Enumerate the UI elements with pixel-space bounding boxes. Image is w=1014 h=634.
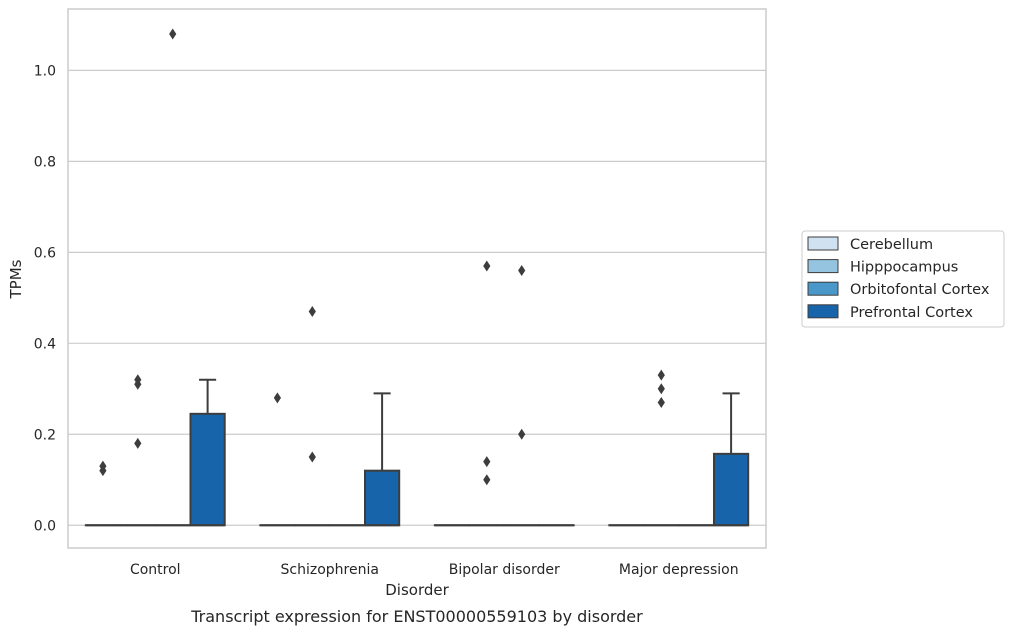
outlier-point: [518, 265, 526, 277]
outlier-point: [518, 428, 526, 440]
y-tick-label: 0.4: [34, 336, 56, 352]
outlier-point: [483, 474, 491, 486]
outlier-point: [308, 451, 316, 463]
outlier-point: [134, 437, 142, 449]
legend: Cerebellum Hipppocampus Orbitofontal Corte…: [801, 230, 1005, 328]
x-tick-label: Bipolar disorder: [449, 562, 560, 578]
outlier-point: [134, 378, 142, 390]
x-tick-label: Major depression: [619, 562, 739, 578]
legend-label: Hipppocampus: [850, 260, 958, 276]
outlier-point: [169, 28, 177, 40]
x-tick-label: Schizophrenia: [281, 562, 379, 578]
legend-swatch: [807, 236, 839, 251]
outlier-point: [99, 465, 107, 477]
box-prefrontal-cortex: [712, 392, 750, 527]
x-tick-labels: Control Schizophrenia Bipolar disorder Majo…: [130, 562, 739, 578]
y-tick-label: 0.6: [34, 245, 56, 261]
figure-caption: Transcript expression for ENST0000055910…: [190, 607, 643, 626]
outlier-point: [308, 305, 316, 317]
y-tick-label: 0.0: [34, 518, 56, 534]
y-tick-label: 1.0: [34, 63, 56, 79]
box-prefrontal-cortex: [363, 392, 401, 527]
outlier-points: [99, 28, 665, 486]
y-tick-labels: 0.0 0.2 0.4 0.6 0.8 1.0: [34, 63, 56, 534]
legend-swatch: [807, 281, 839, 296]
plot-frame: [67, 8, 767, 549]
box-prefrontal-cortex: [189, 378, 226, 527]
legend-swatch: [807, 304, 839, 319]
box-iqr: [363, 469, 401, 527]
y-axis-label: TPMs: [7, 259, 25, 299]
x-tick-label: Control: [130, 562, 181, 578]
legend-swatch: [807, 259, 839, 274]
legend-label: Prefrontal Cortex: [850, 305, 973, 321]
box-iqr: [712, 452, 750, 527]
outlier-point: [483, 456, 491, 468]
outlier-point: [657, 383, 665, 395]
legend-label: Orbitofontal Cortex: [850, 282, 990, 298]
legend-label: Cerebellum: [850, 237, 933, 253]
y-tick-label: 0.2: [34, 427, 56, 443]
box-iqr: [189, 412, 226, 527]
outlier-point: [483, 260, 491, 272]
outlier-point: [657, 369, 665, 381]
legend-frame: [801, 230, 1005, 328]
outlier-point: [273, 392, 281, 404]
outlier-point: [657, 396, 665, 408]
x-axis-label: Disorder: [385, 581, 449, 599]
y-tick-label: 0.8: [34, 154, 56, 170]
box-series-group: [84, 378, 750, 527]
plot-area: [68, 9, 766, 548]
